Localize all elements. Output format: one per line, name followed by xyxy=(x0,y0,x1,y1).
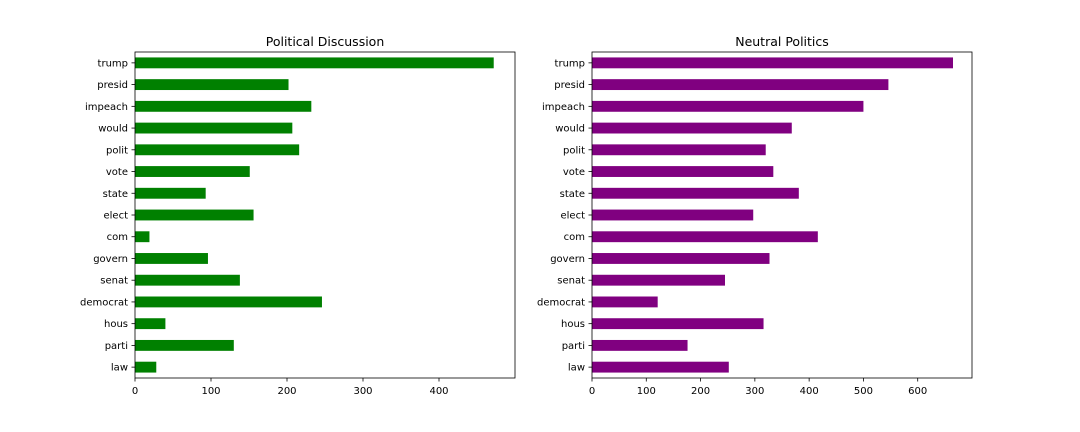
bar-trump xyxy=(592,57,953,69)
bar-trump xyxy=(135,57,494,69)
bar-parti xyxy=(135,339,234,351)
y-tick-label: state xyxy=(560,189,585,200)
chart-title: Neutral Politics xyxy=(735,34,829,49)
y-tick-label: presid xyxy=(97,80,128,91)
bar-com xyxy=(135,231,150,243)
y-tick-label: presid xyxy=(554,80,585,91)
y-tick-label: parti xyxy=(105,341,128,352)
y-tick-label: hous xyxy=(104,319,128,330)
y-tick-label: trump xyxy=(98,58,128,69)
x-tick-label: 600 xyxy=(908,386,927,397)
bar-elect xyxy=(592,209,754,221)
chart-political-discussion: Political Discussion trump presid impeach wo… xyxy=(80,34,516,397)
chart-title: Political Discussion xyxy=(266,34,385,49)
x-tick-label: 200 xyxy=(691,386,710,397)
y-tick-label: polit xyxy=(106,145,128,156)
bar-govern xyxy=(135,253,208,264)
bar-vote xyxy=(592,166,774,177)
y-tick-label: would xyxy=(555,124,585,135)
y-tick-label: com xyxy=(107,232,128,243)
y-tick-label: law xyxy=(568,363,585,374)
bar-impeach xyxy=(592,100,864,112)
y-tick-label: impeach xyxy=(542,102,585,113)
bar-senat xyxy=(592,274,725,286)
bar-polit xyxy=(592,144,766,156)
y-tick-label: govern xyxy=(93,254,128,265)
y-tick-label: elect xyxy=(560,211,585,222)
x-tick-label: 400 xyxy=(429,386,448,397)
y-tick-label: polit xyxy=(563,145,585,156)
x-tick-label: 100 xyxy=(201,386,220,397)
y-tick-label: hous xyxy=(561,319,585,330)
y-tick-label: impeach xyxy=(85,102,128,113)
y-tick-label: parti xyxy=(562,341,585,352)
y-tick-label: law xyxy=(111,363,128,374)
bar-com xyxy=(592,231,818,243)
y-tick-label: elect xyxy=(103,211,128,222)
bar-hous xyxy=(135,318,166,330)
x-tick-label: 300 xyxy=(745,386,764,397)
bar-govern xyxy=(592,253,770,264)
bar-polit xyxy=(135,144,300,156)
y-tick-label: vote xyxy=(106,167,128,178)
y-tick-label: democrat xyxy=(80,297,128,308)
y-tick-label: democrat xyxy=(537,297,585,308)
bar-state xyxy=(135,187,206,199)
bar-elect xyxy=(135,209,254,221)
x-tick-label: 500 xyxy=(854,386,873,397)
bar-would xyxy=(135,122,293,134)
bar-democrat xyxy=(135,296,322,308)
x-tick-label: 400 xyxy=(800,386,819,397)
bar-presid xyxy=(592,79,889,91)
x-tick-label: 100 xyxy=(637,386,656,397)
x-tick-label: 0 xyxy=(132,386,138,397)
y-tick-label: govern xyxy=(550,254,585,265)
bar-impeach xyxy=(135,100,312,112)
bar-democrat xyxy=(592,296,658,308)
bar-senat xyxy=(135,274,240,286)
y-tick-label: vote xyxy=(563,167,585,178)
y-tick-label: senat xyxy=(557,276,585,287)
bar-vote xyxy=(135,166,250,177)
y-tick-label: state xyxy=(103,189,128,200)
bar-state xyxy=(592,187,799,199)
y-tick-label: would xyxy=(98,124,128,135)
y-tick-label: com xyxy=(564,232,585,243)
bar-law xyxy=(592,361,729,373)
chart-neutral-politics: Neutral Politics trump presid impeach would p… xyxy=(537,34,973,397)
bar-law xyxy=(135,361,157,373)
bar-would xyxy=(592,122,792,134)
x-tick-label: 200 xyxy=(277,386,296,397)
x-tick-label: 0 xyxy=(589,386,595,397)
bar-parti xyxy=(592,339,688,351)
y-tick-label: senat xyxy=(100,276,128,287)
y-tick-label: trump xyxy=(555,58,585,69)
bar-hous xyxy=(592,318,764,330)
x-tick-label: 300 xyxy=(353,386,372,397)
bar-presid xyxy=(135,79,289,91)
